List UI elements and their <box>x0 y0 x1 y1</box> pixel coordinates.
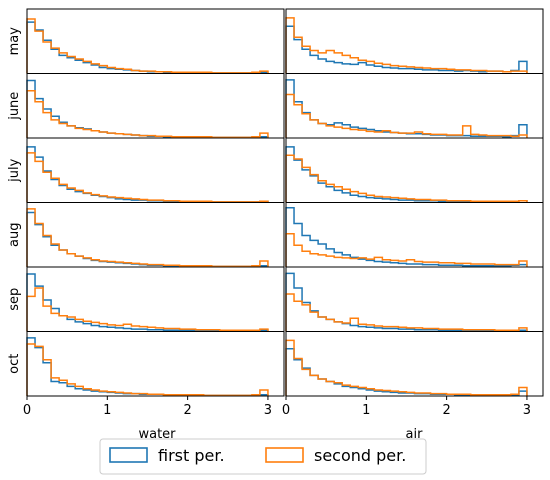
row-label-aug: aug <box>7 223 22 247</box>
histogram-july-air-first-per <box>285 146 528 203</box>
frames-layer <box>26 8 544 397</box>
panel-frame-june-air <box>285 73 544 139</box>
legend-label-second-per: second per. <box>314 446 406 465</box>
histogram-june-air-first-per <box>285 79 528 138</box>
legend-label-first-per: first per. <box>158 446 225 465</box>
panel-frame-sep-air <box>285 266 544 332</box>
histogram-sep-water-first-per <box>26 273 269 332</box>
histogram-july-water-second-per <box>26 152 269 203</box>
x-tick-label-water-2: 2 <box>183 403 191 418</box>
histogram-aug-water-second-per <box>26 208 269 268</box>
panel-frame-june-water <box>26 73 285 139</box>
panel-frame-sep-water <box>26 266 285 332</box>
histogram-may-air-second-per <box>285 17 528 74</box>
histogram-aug-air-second-per <box>285 232 528 267</box>
histogram-oct-air-first-per <box>285 348 528 397</box>
panel-frame-oct-water <box>26 331 285 397</box>
histogram-aug-air-first-per <box>285 206 528 267</box>
histogram-may-water-first-per <box>26 21 269 74</box>
x-axis-label-water: water <box>138 427 176 442</box>
row-label-june: june <box>7 92 22 121</box>
histogram-july-air-second-per <box>285 154 528 203</box>
x-axis-label-air: air <box>406 427 424 442</box>
histogram-sep-water-second-per <box>26 287 269 332</box>
x-tick-label-air-3: 3 <box>523 403 531 418</box>
histogram-sep-air-first-per <box>285 272 528 332</box>
x-tick-label-water-0: 0 <box>23 403 31 418</box>
x-tick-label-water-3: 3 <box>264 403 272 418</box>
panel-frame-july-water <box>26 137 285 203</box>
row-label-july: july <box>7 158 22 182</box>
histogram-aug-water-first-per <box>26 211 269 268</box>
histogram-july-water-first-per <box>26 146 269 203</box>
row-labels-layer: may june july aug sep oct <box>7 27 22 374</box>
histogram-june-water-first-per <box>26 79 269 139</box>
histogram-sep-air-second-per <box>285 293 528 332</box>
panel-frame-aug-water <box>26 202 285 268</box>
x-tick-label-air-1: 1 <box>362 403 370 418</box>
panel-frame-oct-air <box>285 331 544 397</box>
legend-swatch-first-per <box>109 447 148 463</box>
row-label-oct: oct <box>7 354 22 374</box>
histogram-june-water-second-per <box>26 90 269 139</box>
x-tick-label-air-0: 0 <box>282 403 290 418</box>
row-label-may: may <box>7 27 22 56</box>
row-label-sep: sep <box>7 288 22 311</box>
panel-frame-july-air <box>285 137 544 203</box>
x-tick-label-water-1: 1 <box>103 403 111 418</box>
x-tick-label-air-2: 2 <box>442 403 450 418</box>
panel-frame-aug-air <box>285 202 544 268</box>
histogram-may-water-second-per <box>26 18 269 74</box>
panel-frame-may-water <box>26 8 285 74</box>
histogram-oct-air-second-per <box>285 339 528 396</box>
histogram-june-air-second-per <box>285 93 528 138</box>
panel-frame-may-air <box>285 8 544 74</box>
legend-box <box>99 438 427 475</box>
legend-swatch-second-per <box>265 447 304 463</box>
histogram-oct-water-second-per <box>26 343 269 397</box>
histogram-oct-water-first-per <box>26 337 269 397</box>
panels-layer <box>26 17 528 397</box>
legend: first per. second per. <box>99 438 427 475</box>
